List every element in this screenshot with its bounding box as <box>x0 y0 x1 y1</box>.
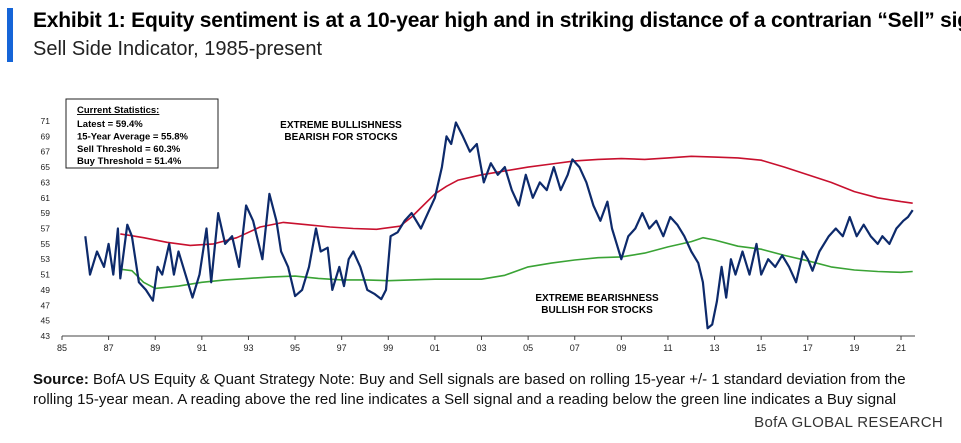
y-tick-label: 69 <box>41 131 51 141</box>
y-tick-label: 43 <box>41 331 51 341</box>
x-tick-label: 89 <box>150 343 160 353</box>
stats-sell-threshold: Sell Threshold = 60.3% <box>77 144 181 155</box>
x-tick-label: 95 <box>290 343 300 353</box>
y-tick-label: 65 <box>41 162 51 172</box>
stats-box: Current Statistics: Latest = 59.4% 15-Ye… <box>65 98 219 169</box>
stats-box-frame <box>65 98 219 169</box>
stats-heading: Current Statistics: <box>77 105 159 116</box>
x-tick-label: 21 <box>896 343 906 353</box>
sentiment-line <box>84 121 914 330</box>
x-tick-label: 01 <box>430 343 440 353</box>
y-tick-label: 63 <box>41 177 51 187</box>
x-tick-label: 11 <box>663 343 672 353</box>
source-note: Source: BofA US Equity & Quant Strategy … <box>33 370 945 410</box>
bullish-annotation-line1: EXTREME BULLISHNESS <box>280 120 402 131</box>
bearish-annotation-line1: EXTREME BEARISHNESS <box>535 293 659 304</box>
x-tick-label: 15 <box>756 343 766 353</box>
y-tick-label: 45 <box>41 316 51 326</box>
stats-average: 15-Year Average = 55.8% <box>77 132 189 143</box>
x-tick-label: 99 <box>383 343 393 353</box>
y-tick-label: 53 <box>41 254 51 264</box>
x-tick-label: 93 <box>243 343 253 353</box>
sell-side-indicator-chart: 43 45 47 49 51 53 55 57 59 61 63 65 67 69 71 85 87 89 91 9… <box>41 98 915 353</box>
y-tick-label: 57 <box>41 224 51 234</box>
y-tick-label: 55 <box>41 239 51 249</box>
y-tick-label: 49 <box>41 285 51 295</box>
exhibit-title: Exhibit 1: Equity sentiment is at a 10-y… <box>33 9 961 32</box>
source-label: Source: <box>33 371 89 388</box>
x-tick-label: 09 <box>616 343 626 353</box>
x-tick-label: 07 <box>570 343 580 353</box>
bullish-annotation-line2: BEARISH FOR STOCKS <box>284 132 397 143</box>
x-tick-label: 87 <box>104 343 114 353</box>
y-tick-label: 47 <box>41 300 51 310</box>
x-tick-label: 91 <box>197 343 207 353</box>
y-tick-label: 51 <box>41 270 51 280</box>
exhibit-subtitle: Sell Side Indicator, 1985-present <box>33 38 323 60</box>
x-tick-label: 13 <box>710 343 720 353</box>
series-group <box>84 121 914 330</box>
x-tick-label: 85 <box>57 343 67 353</box>
y-tick-label: 61 <box>41 193 51 203</box>
y-tick-label: 59 <box>41 208 51 218</box>
x-axis: 85 87 89 91 93 95 97 99 01 03 05 07 09 11 13 15 17 19 21 <box>57 335 915 353</box>
x-tick-label: 97 <box>337 343 347 353</box>
x-tick-label: 05 <box>523 343 533 353</box>
source-text: BofA US Equity & Quant Strategy Note: Bu… <box>33 371 906 408</box>
y-tick-label: 71 <box>41 116 51 126</box>
sell-threshold-line <box>120 155 913 247</box>
x-tick-label: 17 <box>803 343 813 353</box>
bearish-annotation-line2: BULLISH FOR STOCKS <box>541 305 653 316</box>
accent-bar <box>7 8 13 62</box>
stats-latest: Latest = 59.4% <box>77 119 143 130</box>
footer-credit: BofA GLOBAL RESEARCH <box>754 414 943 431</box>
y-tick-label: 67 <box>41 147 51 157</box>
stats-buy-threshold: Buy Threshold = 51.4% <box>77 156 182 167</box>
x-tick-label: 19 <box>849 343 859 353</box>
y-axis: 43 45 47 49 51 53 55 57 59 61 63 65 67 69 71 <box>41 116 51 341</box>
x-tick-label: 03 <box>477 343 487 353</box>
buy-threshold-line <box>120 236 913 290</box>
